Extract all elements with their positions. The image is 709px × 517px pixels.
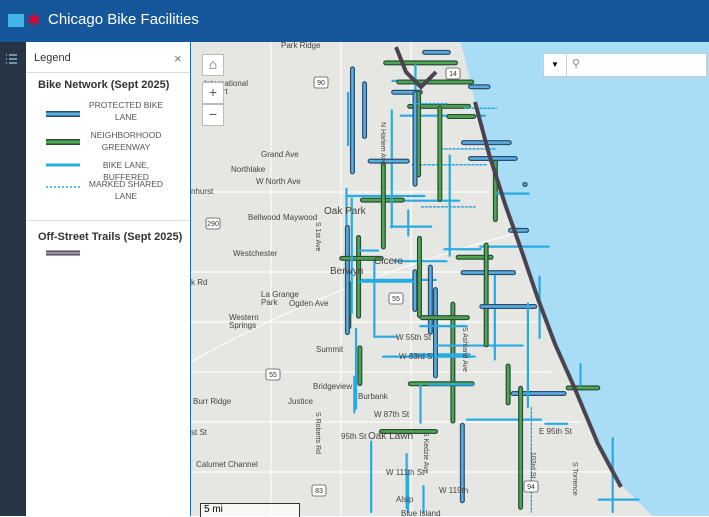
map-label: Northlake <box>231 165 266 174</box>
map-label: Bellwood <box>248 213 280 222</box>
map-label: Cicero <box>374 256 403 267</box>
map-label: W 63rd St <box>399 352 435 361</box>
map-label: st St <box>191 428 208 437</box>
map-label: k Rd <box>191 278 207 287</box>
map-label: S Kedzie Ave <box>422 432 429 474</box>
legend-item: BIKE LANE, BUFFERED <box>102 160 150 182</box>
shield-label: 83 <box>315 488 323 495</box>
map-label: W 119th <box>439 486 468 495</box>
road-shield <box>311 484 327 497</box>
map-label: Oak Lawn <box>368 431 413 442</box>
legend-title: Legend <box>34 52 71 64</box>
map-label: Burbank <box>358 392 389 401</box>
zoom-in[interactable]: + <box>202 82 224 104</box>
map-label: Springs <box>229 321 256 330</box>
map-label: W 87th St <box>374 410 410 419</box>
map-label: N Harlem Ave <box>379 122 386 165</box>
map-label: Park <box>261 298 278 307</box>
map-label: International <box>204 79 248 88</box>
map-label: W 111th St <box>386 468 425 477</box>
legend-panel: Legend × Bike Network (Sept 2025) PROTEC… <box>26 42 192 516</box>
map-label: Summit <box>316 345 344 354</box>
legend-item: MARKED SHARED LANE <box>88 179 164 201</box>
map-label: 95th St <box>341 432 367 441</box>
road-shield <box>205 217 221 230</box>
road-shield <box>313 76 329 89</box>
map-label: S Torrence <box>571 462 578 496</box>
map-label: Park Ridge <box>281 42 321 50</box>
legend-icon[interactable] <box>0 42 26 72</box>
map-label: Calumet Channel <box>196 460 258 469</box>
shield-label: 94 <box>527 484 535 491</box>
map-label: S Ashland Ave <box>461 327 468 372</box>
app-title: Chicago Bike Facilities <box>48 11 199 28</box>
map-label: Westchester <box>233 249 278 258</box>
map-label: S 1st Ave <box>314 222 321 252</box>
map-label: W 55th St <box>396 333 432 342</box>
map-label: La Grange <box>261 290 299 299</box>
zoom-out[interactable]: − <box>202 104 224 126</box>
map-label: Alsip <box>396 495 414 504</box>
map-label: Western <box>229 313 259 322</box>
map-label: Justice <box>288 397 313 406</box>
trail <box>394 46 438 90</box>
shield-label: 90 <box>317 80 325 87</box>
group-title: Bike Network (Sept 2025) <box>38 79 170 91</box>
search-box[interactable]: ▼ ⚲ <box>543 53 707 77</box>
shield-label: 55 <box>269 372 277 379</box>
map-label: Bridgeview <box>313 382 352 391</box>
map-label: Oak Park <box>324 206 367 217</box>
sidebar <box>0 42 26 516</box>
road-shield <box>388 292 404 305</box>
header: Chicago Bike Facilities <box>0 0 709 42</box>
legend-item: NEIGHBORHOOD GREENWAY <box>90 130 162 152</box>
map-label: Ogden Ave <box>289 299 329 308</box>
shield-label: 290 <box>207 221 219 228</box>
map-label: 103rd St <box>529 452 536 479</box>
shield-label: 55 <box>392 296 400 303</box>
scale-bar: 5 mi <box>200 503 300 517</box>
map-label: E 95th St <box>539 427 573 436</box>
map-label: Blue Island <box>401 509 441 516</box>
trail <box>473 101 623 488</box>
map-label: nhurst <box>191 187 214 196</box>
shield-label: 14 <box>449 71 457 78</box>
map[interactable]: Park RidgeInternationalAirportGrand AveN… <box>191 42 709 516</box>
map-label: Berwyn <box>330 266 363 277</box>
legend-item: PROTECTED BIKE LANE <box>88 100 164 122</box>
group-title: Off-Street Trails (Sept 2025) <box>38 231 183 243</box>
map-label: S Roberts Rd <box>314 412 321 454</box>
road-shield <box>523 480 539 493</box>
legend-symbols <box>46 111 80 256</box>
map-label: Grand Ave <box>261 150 299 159</box>
close-button[interactable]: × <box>174 51 182 66</box>
logo <box>8 11 41 28</box>
road-shield <box>445 67 461 80</box>
map-label: Maywood <box>283 213 317 222</box>
map-label: W North Ave <box>256 177 301 186</box>
road-shield <box>265 368 281 381</box>
home-button[interactable]: ⌂ <box>202 54 224 76</box>
map-label: Burr Ridge <box>193 397 232 406</box>
